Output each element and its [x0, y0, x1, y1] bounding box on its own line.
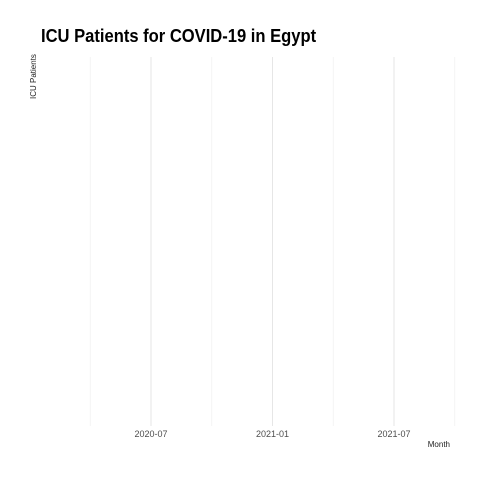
- x-tick-labels: 2020-07 2021-01 2021-07: [134, 429, 410, 439]
- x-axis-label: Month: [427, 440, 450, 449]
- x-tick-label: 2021-01: [256, 429, 289, 439]
- chart-title: ICU Patients for COVID-19 in Egypt: [41, 26, 317, 46]
- x-tick-label: 2020-07: [134, 429, 167, 439]
- major-gridlines: [150, 57, 395, 426]
- x-tick-label: 2021-07: [377, 429, 410, 439]
- minor-gridlines: [89, 57, 456, 426]
